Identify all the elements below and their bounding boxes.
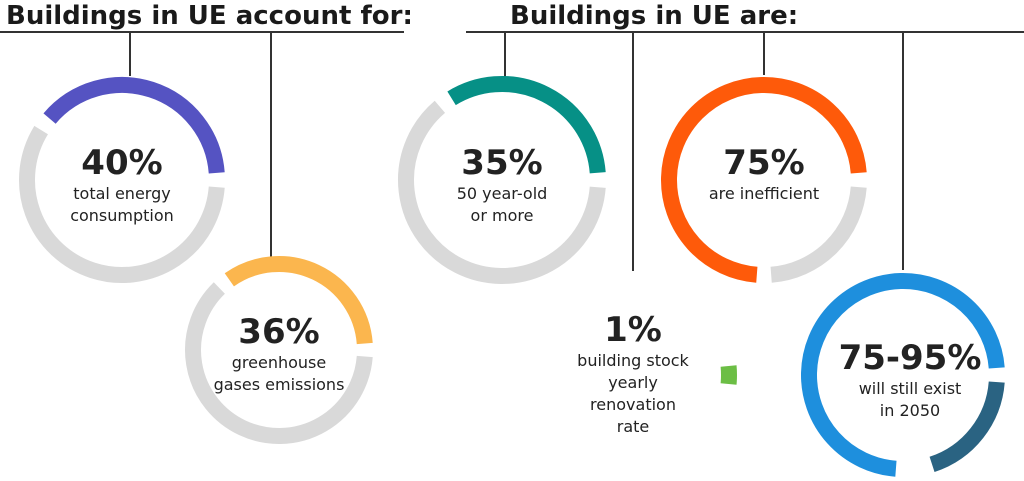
ring-track-energy (19, 125, 225, 283)
description-label: will still exist in 2050 (858, 379, 962, 420)
divider-left (0, 31, 404, 33)
connector-energy (129, 31, 131, 76)
ring-value-upper-exist (929, 381, 1005, 473)
value-label: 75% (723, 143, 805, 183)
value-label: 1% (604, 310, 662, 350)
description-label: total energy consumption (70, 184, 174, 225)
value-label: 75-95% (838, 338, 982, 378)
connector-inefficient (763, 31, 765, 75)
ring-text-old: 35% 50 year-old or more (457, 143, 548, 227)
heading-account-for: Buildings in UE account for: (6, 1, 413, 31)
ring-track-old (398, 100, 606, 284)
divider-right (466, 31, 1024, 33)
ring-value-inefficient (661, 77, 867, 283)
ring-text-renovation: 1% building stock yearly renovation rate (577, 310, 689, 438)
ring-track-inefficient (770, 186, 867, 283)
description-label: 50 year-old or more (456, 184, 548, 225)
value-label: 35% (461, 143, 543, 183)
value-label: 40% (81, 143, 163, 183)
description-label: greenhouse gases emissions (213, 353, 345, 394)
ring-text-emissions: 36% greenhouse gases emissions (214, 312, 345, 396)
ring-value-old (447, 76, 606, 174)
description-label: building stock yearly renovation rate (577, 351, 689, 436)
value-label: 36% (238, 312, 320, 352)
connector-emissions (270, 31, 272, 257)
ring-value-exist (801, 273, 1005, 477)
ring-text-inefficient: 75% are inefficient (709, 143, 819, 205)
description-label: are inefficient (708, 184, 820, 203)
ring-text-energy: 40% total energy consumption (70, 143, 174, 227)
heading-buildings-are: Buildings in UE are: (510, 1, 799, 31)
connector-exist (902, 31, 904, 270)
ring-value-emissions (224, 256, 373, 345)
ring-value-energy (43, 77, 225, 174)
connector-old (504, 31, 506, 78)
ring-track-emissions (185, 282, 373, 444)
ring-text-exist: 75-95% will still exist in 2050 (839, 338, 982, 422)
connector-renovation (632, 31, 634, 271)
